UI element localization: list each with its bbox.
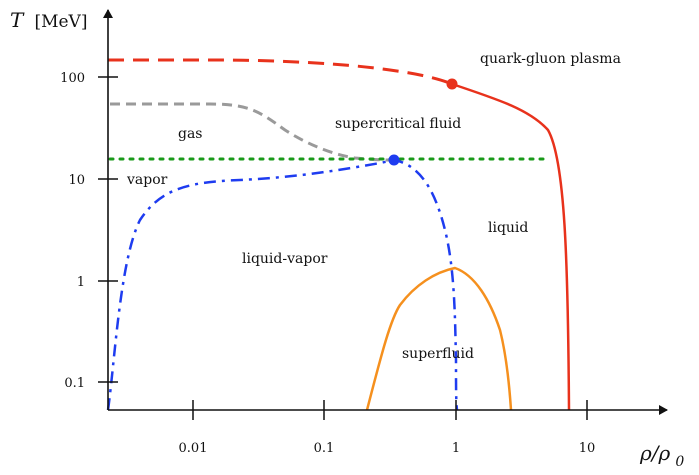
region-liquid: liquid bbox=[488, 220, 528, 236]
y-tick-label-10: 10 bbox=[68, 173, 85, 188]
y-tick-label-1: 1 bbox=[77, 275, 85, 290]
region-quark-gluon-plasma: quark-gluon plasma bbox=[480, 51, 621, 67]
qgp-critical-point bbox=[446, 78, 458, 90]
x-tick-label-0.01: 0.01 bbox=[179, 441, 208, 456]
x-axis-title: ρ/ρ 0 bbox=[639, 441, 684, 470]
region-gas: gas bbox=[178, 126, 203, 142]
region-liquid-vapor: liquid-vapor bbox=[242, 251, 328, 267]
region-vapor: vapor bbox=[126, 172, 168, 188]
liquid-vapor-boundary bbox=[106, 158, 459, 411]
liquid-vapor-critical-point bbox=[388, 154, 400, 166]
y-axis-symbol: T bbox=[10, 8, 25, 32]
y-axis-title: T [MeV] bbox=[10, 8, 87, 32]
y-tick-label-100: 100 bbox=[60, 71, 85, 86]
gas-boundary-dashed bbox=[110, 102, 395, 162]
x-axis-symbol: ρ/ρ bbox=[639, 441, 670, 465]
region-supercritical-fluid: supercritical fluid bbox=[335, 116, 461, 132]
x-axis-subscript: 0 bbox=[675, 454, 684, 470]
x-tick-label-1: 1 bbox=[452, 441, 460, 456]
x-tick-label-0.1: 0.1 bbox=[314, 441, 335, 456]
superfluid-boundary bbox=[365, 266, 513, 411]
qgp-boundary-dashed bbox=[108, 58, 453, 86]
x-tick-label-10: 10 bbox=[579, 441, 596, 456]
qgp-boundary-solid bbox=[451, 82, 571, 411]
region-superfluid: superfluid bbox=[402, 346, 474, 362]
y-tick-label-0.1: 0.1 bbox=[64, 376, 85, 391]
y-axis-unit: [MeV] bbox=[34, 12, 87, 32]
